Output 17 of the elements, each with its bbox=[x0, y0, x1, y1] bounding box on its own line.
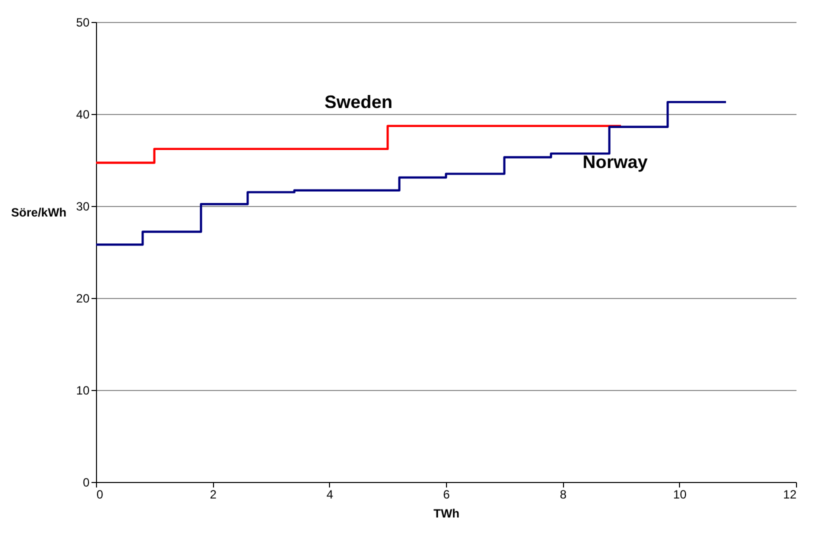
x-tick-label: 4 bbox=[326, 488, 334, 502]
y-tick-label: 40 bbox=[76, 108, 90, 122]
series-label: Norway bbox=[582, 152, 648, 172]
x-tick-label: 2 bbox=[210, 488, 217, 502]
x-tick-label: 12 bbox=[783, 488, 797, 502]
x-axis-title: TWh bbox=[434, 506, 460, 520]
series-label: Sweden bbox=[324, 92, 393, 112]
x-tick-label: 6 bbox=[443, 488, 450, 502]
y-tick-label: 0 bbox=[82, 476, 90, 490]
y-axis-title: Söre/kWh bbox=[11, 206, 66, 220]
y-tick-label: 10 bbox=[76, 384, 90, 398]
x-tick-label: 10 bbox=[673, 488, 687, 502]
x-tick-label: 0 bbox=[96, 488, 104, 502]
y-tick-label: 30 bbox=[76, 200, 90, 214]
y-tick-label: 20 bbox=[76, 292, 90, 306]
y-tick-label: 50 bbox=[76, 16, 90, 30]
x-tick-label: 8 bbox=[560, 488, 567, 502]
